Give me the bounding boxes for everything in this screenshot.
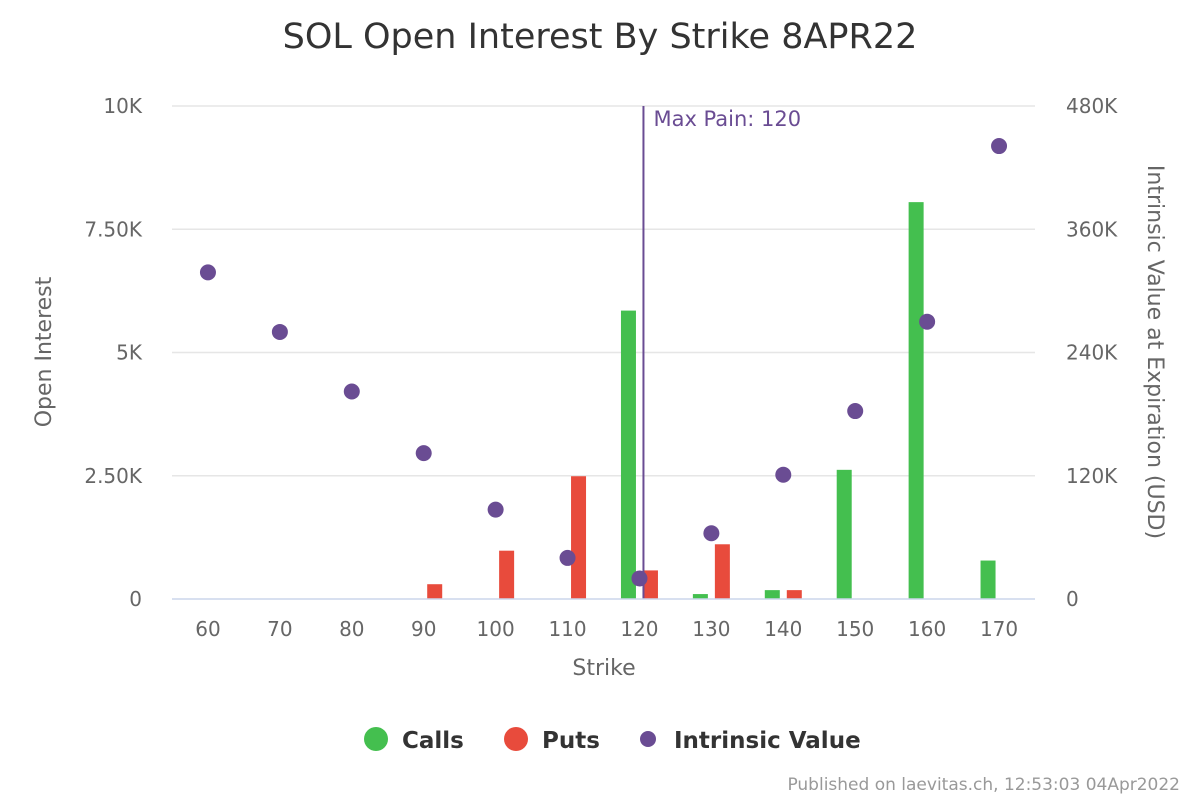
legend-label: Puts [542, 728, 600, 754]
x-tick-label: 60 [195, 617, 220, 641]
intrinsic-value-point[interactable] [415, 445, 432, 462]
intrinsic-value-point[interactable] [847, 403, 864, 420]
y-tick-label: 10K [103, 94, 142, 118]
y-tick-label: 7.50K [84, 217, 143, 241]
puts-bar[interactable] [499, 550, 515, 599]
calls-bar[interactable] [980, 560, 996, 599]
credit-text: Published on laevitas.ch, 12:53:03 04Apr… [787, 775, 1180, 795]
legend-marker [504, 727, 528, 751]
puts-bar[interactable] [714, 544, 730, 599]
x-tick-label: 130 [692, 617, 730, 641]
intrinsic-value-series [199, 138, 1008, 587]
y2-tick-label: 360K [1066, 217, 1118, 241]
y2-axis-ticks: 0 120K 240K 360K 480K [1066, 94, 1118, 611]
y-axis-title: Open Interest [32, 276, 57, 427]
calls-bar[interactable] [692, 594, 708, 599]
max-pain-marker: Max Pain: 120 [642, 106, 801, 599]
x-tick-label: 90 [411, 617, 436, 641]
legend-label: Intrinsic Value [674, 728, 861, 754]
bar-series [427, 202, 996, 599]
x-tick-label: 80 [339, 617, 364, 641]
legend-marker [364, 727, 388, 751]
calls-bar[interactable] [764, 590, 780, 599]
x-tick-label: 100 [477, 617, 515, 641]
calls-bar[interactable] [620, 310, 636, 599]
legend-marker [640, 731, 656, 747]
puts-bar[interactable] [427, 584, 443, 599]
intrinsic-value-point[interactable] [703, 525, 720, 542]
legend-item-intrinsic-value[interactable]: Intrinsic Value [640, 728, 861, 754]
intrinsic-value-point[interactable] [775, 466, 792, 483]
x-tick-label: 120 [620, 617, 658, 641]
legend-label: Calls [402, 728, 464, 754]
x-axis-ticks: 60 70 80 90 100 110 120 130 140 150 160 170 [195, 617, 1018, 641]
intrinsic-value-point[interactable] [991, 138, 1008, 155]
x-tick-label: 170 [980, 617, 1018, 641]
x-axis-title: Strike [572, 656, 635, 681]
x-tick-label: 110 [548, 617, 586, 641]
y2-axis-title: Intrinsic Value at Expiration (USD) [1142, 165, 1167, 539]
intrinsic-value-point[interactable] [199, 264, 216, 281]
y2-tick-label: 240K [1066, 341, 1118, 365]
puts-bar[interactable] [571, 476, 587, 599]
puts-bar[interactable] [786, 590, 802, 599]
x-tick-label: 160 [908, 617, 946, 641]
y-tick-label: 0 [129, 587, 142, 611]
legend[interactable]: Calls Puts Intrinsic Value [364, 727, 861, 754]
x-tick-label: 70 [267, 617, 292, 641]
legend-item-calls[interactable]: Calls [364, 727, 464, 754]
chart-title: SOL Open Interest By Strike 8APR22 [283, 17, 918, 57]
intrinsic-value-point[interactable] [559, 549, 576, 566]
y-tick-label: 2.50K [84, 464, 143, 488]
y2-tick-label: 0 [1066, 587, 1079, 611]
intrinsic-value-point[interactable] [487, 501, 504, 518]
intrinsic-value-point[interactable] [271, 323, 288, 340]
gridlines [172, 105, 1035, 477]
y-axis-ticks: 0 2.50K 5K 7.50K 10K [84, 94, 143, 611]
y2-tick-label: 480K [1066, 94, 1118, 118]
intrinsic-value-point[interactable] [631, 570, 648, 587]
calls-bar[interactable] [836, 469, 852, 599]
x-tick-label: 140 [764, 617, 802, 641]
legend-item-puts[interactable]: Puts [504, 727, 600, 754]
intrinsic-value-point[interactable] [919, 313, 936, 330]
y2-tick-label: 120K [1066, 464, 1118, 488]
y-tick-label: 5K [116, 341, 143, 365]
calls-bar[interactable] [908, 202, 924, 599]
x-tick-label: 150 [836, 617, 874, 641]
intrinsic-value-point[interactable] [343, 383, 360, 400]
max-pain-label: Max Pain: 120 [653, 107, 801, 131]
